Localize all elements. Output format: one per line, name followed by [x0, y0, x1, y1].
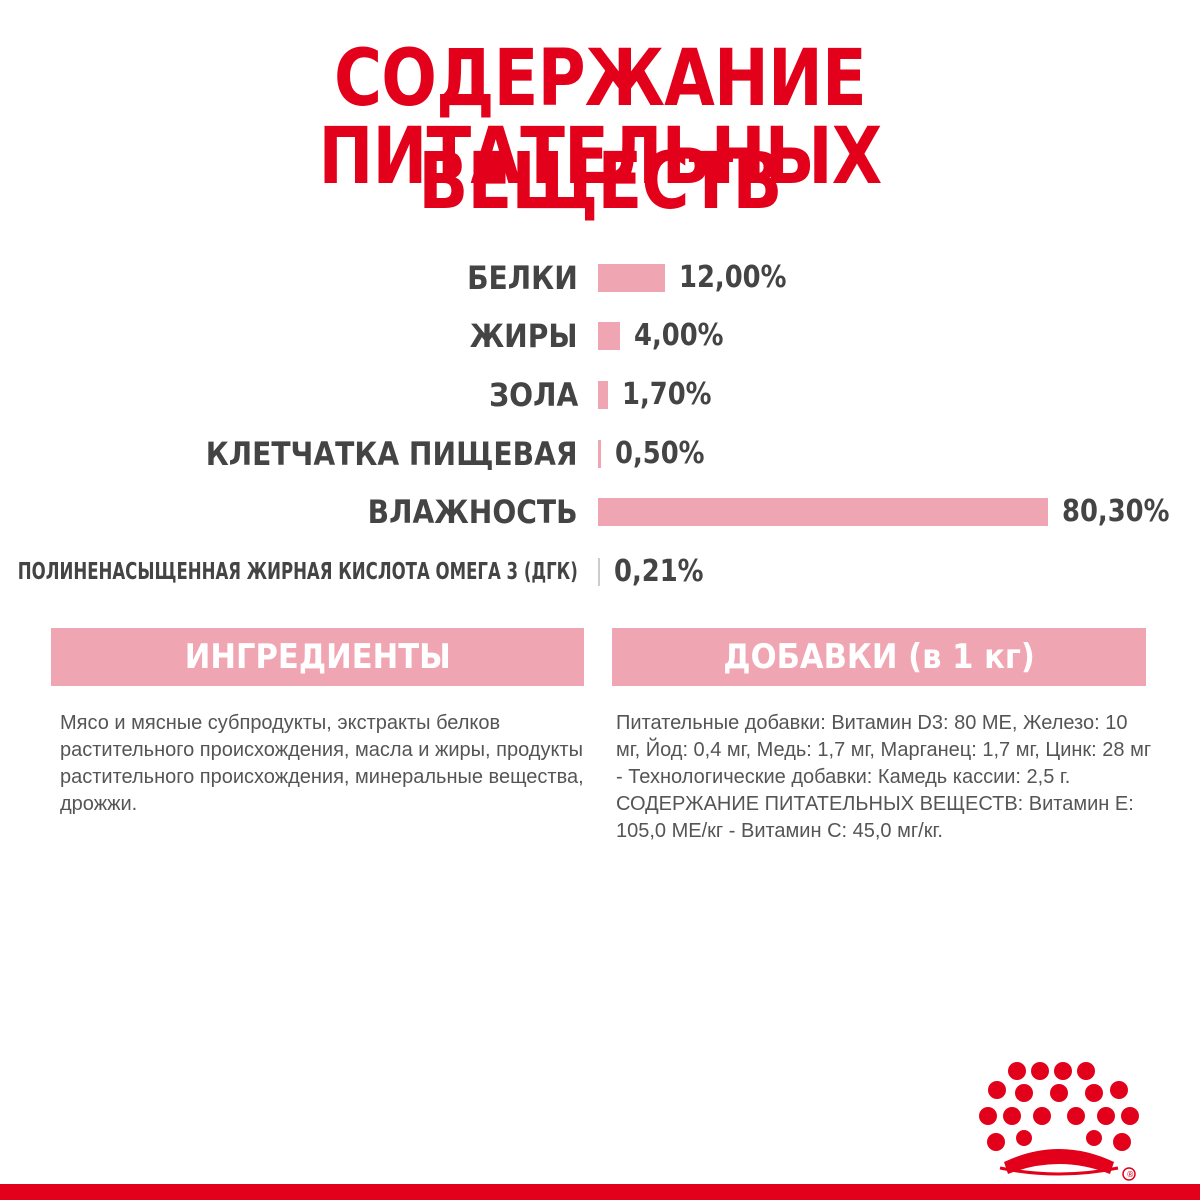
- ingredients-text: Мясо и мясные субпродукты, экстракты бел…: [60, 712, 584, 815]
- ingredients-header-label: ИНГРЕДИЕНТЫ: [184, 637, 451, 677]
- nutrient-value-moisture: 80,30%: [1061, 494, 1170, 529]
- nutrient-label-moisture: ВЛАЖНОСТЬ: [368, 493, 578, 531]
- crown-icon: ®: [979, 1062, 1139, 1181]
- nutrient-label-fiber: КЛЕТЧАТКА ПИЩЕВАЯ: [206, 435, 578, 473]
- nutrient-value-fiber: 0,50%: [615, 436, 705, 471]
- ingredients-header: ИНГРЕДИЕНТЫ: [51, 628, 584, 686]
- nutrient-bar-moisture: [598, 498, 1048, 526]
- nutrient-bar-fat: [598, 322, 621, 350]
- nutrient-value-omega3: 0,21%: [614, 554, 704, 589]
- nutrient-bar-omega3: [598, 558, 600, 586]
- nutrient-label-ash: ЗОЛА: [488, 376, 578, 414]
- additives-text: Питательные добавки: Витамин D3: 80 МЕ, …: [616, 712, 1152, 842]
- additives-header-label: ДОБАВКИ (в 1 кг): [723, 637, 1035, 677]
- additives-header: ДОБАВКИ (в 1 кг): [612, 628, 1146, 686]
- nutrient-bar-protein: [598, 264, 666, 292]
- nutrient-bar-ash: [598, 381, 608, 409]
- page-title-line-2: ВЕЩЕСТВ: [418, 137, 782, 227]
- page-title-line-1: СОДЕРЖАНИЕ ПИТАТЕЛЬНЫХ: [318, 34, 883, 202]
- registered-mark: ®: [1126, 1170, 1134, 1179]
- nutrient-value-fat: 4,00%: [634, 318, 724, 353]
- nutrient-value-protein: 12,00%: [679, 260, 787, 295]
- bottom-brand-band: [0, 1184, 1200, 1200]
- nutrient-label-protein: БЕЛКИ: [467, 259, 578, 297]
- nutrient-label-omega3: ПОЛИНЕНАСЫЩЕННАЯ ЖИРНАЯ КИСЛОТА ОМЕГА 3 …: [17, 559, 578, 585]
- nutrient-value-ash: 1,70%: [621, 377, 712, 412]
- nutrient-bar-fiber: [598, 440, 601, 468]
- nutrient-label-fat: ЖИРЫ: [470, 317, 578, 355]
